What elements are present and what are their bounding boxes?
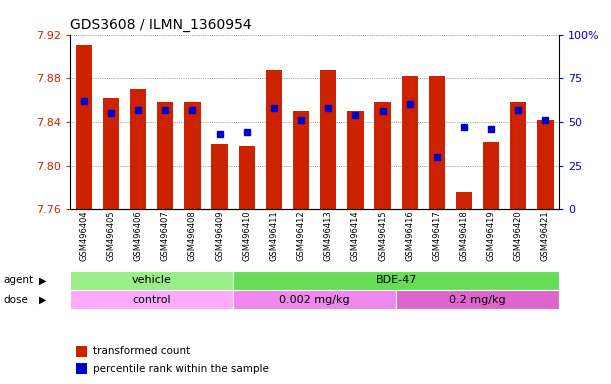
Bar <box>239 146 255 209</box>
Bar <box>429 76 445 209</box>
Bar <box>211 144 228 209</box>
Bar <box>157 102 174 209</box>
Bar <box>347 111 364 209</box>
Bar <box>401 76 418 209</box>
Bar <box>103 98 119 209</box>
Text: dose: dose <box>3 295 28 305</box>
Text: GDS3608 / ILMN_1360954: GDS3608 / ILMN_1360954 <box>70 18 252 32</box>
Text: agent: agent <box>3 275 33 285</box>
Bar <box>70 290 233 309</box>
Bar <box>185 102 200 209</box>
Bar <box>456 192 472 209</box>
Bar <box>483 142 499 209</box>
Text: 0.2 mg/kg: 0.2 mg/kg <box>449 295 506 305</box>
Bar <box>320 70 337 209</box>
Bar <box>76 45 92 209</box>
Bar <box>233 290 396 309</box>
Text: BDE-47: BDE-47 <box>375 275 417 285</box>
Text: vehicle: vehicle <box>132 275 172 285</box>
Text: 0.002 mg/kg: 0.002 mg/kg <box>279 295 350 305</box>
Text: transformed count: transformed count <box>93 346 191 356</box>
Bar <box>70 271 233 290</box>
Text: ▶: ▶ <box>38 295 46 305</box>
Bar <box>266 70 282 209</box>
Text: ▶: ▶ <box>38 275 46 285</box>
Text: control: control <box>133 295 171 305</box>
Text: percentile rank within the sample: percentile rank within the sample <box>93 364 269 374</box>
Bar <box>396 290 559 309</box>
Bar <box>293 111 309 209</box>
Bar <box>233 271 559 290</box>
Bar <box>375 102 390 209</box>
Bar <box>537 120 554 209</box>
Bar <box>130 89 146 209</box>
Bar <box>510 102 527 209</box>
